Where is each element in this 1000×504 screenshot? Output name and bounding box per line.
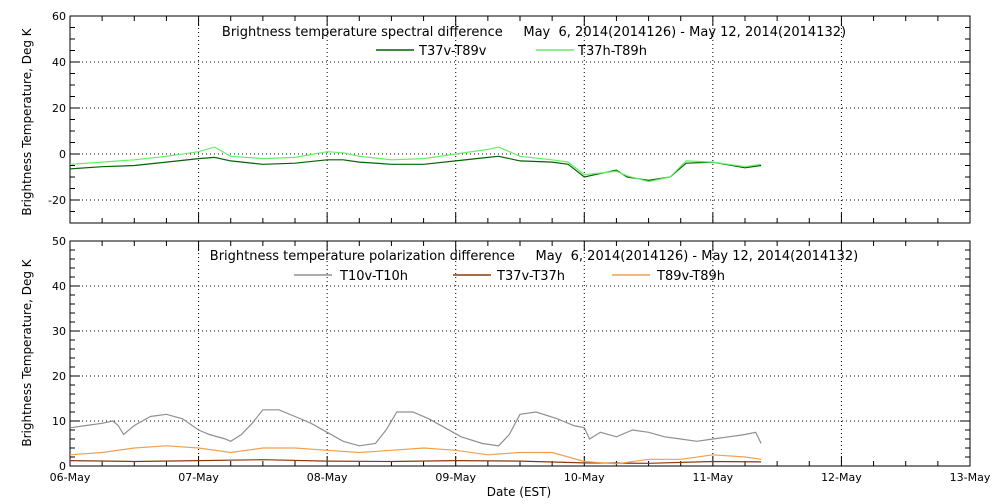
y-tick-label: 30: [52, 325, 66, 338]
y-tick-label: 0: [59, 460, 66, 473]
y-tick-label: 20: [52, 102, 66, 115]
series-line-t89v-t89h: [69, 445, 762, 465]
bottom-panel-ylabel: Brightness Temperature, Deg K: [20, 258, 34, 446]
x-tick-label: 06-May: [50, 471, 91, 484]
legend-label-t37v-t37h: T37v-T37h: [496, 269, 565, 284]
y-tick-label: 40: [52, 56, 66, 69]
x-tick-label: 13-May: [950, 471, 991, 484]
y-tick-label: 40: [52, 280, 66, 293]
y-tick-label: -20: [48, 194, 66, 207]
x-tick-label: 12-May: [821, 471, 862, 484]
x-tick-label: 11-May: [692, 471, 733, 484]
y-tick-label: 10: [52, 415, 66, 428]
series-line-t37v-t37h: [69, 459, 762, 464]
legend-label-t37v-t89v: T37v-T89v: [418, 44, 487, 59]
plot-frame: [69, 15, 971, 224]
y-tick-label: 0: [59, 148, 66, 161]
bottom-panel-xlabel: Date (EST): [487, 485, 551, 499]
x-tick-label: 07-May: [178, 471, 219, 484]
x-tick-label: 08-May: [307, 471, 348, 484]
series-line-t37h-t89h: [69, 146, 762, 183]
y-tick-label: 20: [52, 370, 66, 383]
y-tick-label: 50: [52, 235, 66, 248]
top-panel-ylabel: Brightness Temperature, Deg K: [20, 27, 34, 215]
plot-frame: [69, 240, 971, 467]
bottom-panel-title: Brightness temperature polarization diff…: [210, 249, 858, 264]
top-panel-title: Brightness temperature spectral differen…: [222, 25, 846, 40]
chart-plot-layer: -20 0 20 40 60 0 10 20 30 40 50 06-May 07-May 08-May 0…: [48, 10, 991, 484]
x-tick-label: 09-May: [435, 471, 476, 484]
x-tick-label: 10-May: [564, 471, 605, 484]
legend-label-t37h-t89h: T37h-T89h: [577, 44, 647, 59]
legend-label-t89v-t89h: T89v-T89h: [656, 269, 725, 284]
series-line-t10v-t10h: [69, 409, 762, 447]
legend-label-t10v-t10h: T10v-T10h: [339, 269, 408, 284]
y-tick-label: 60: [52, 10, 66, 23]
series-line-t37v-t89v: [69, 155, 762, 182]
